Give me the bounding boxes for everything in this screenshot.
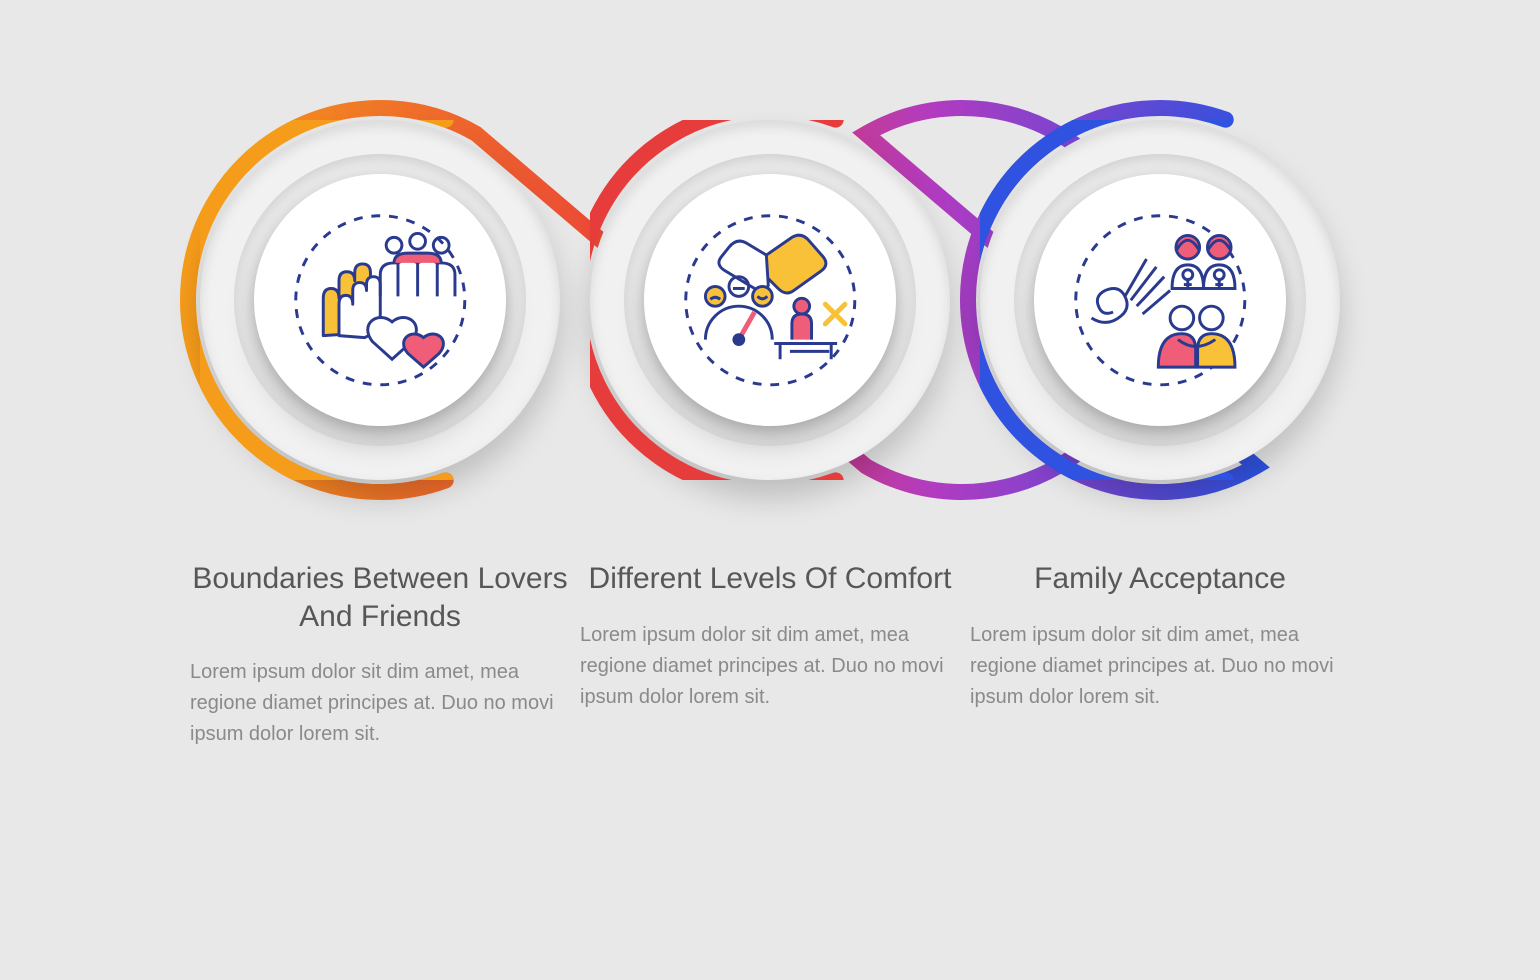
medallion-3 xyxy=(980,120,1340,480)
infographic-stage: Boundaries Between Lovers And Friends Lo… xyxy=(0,0,1540,980)
boundaries-icon xyxy=(282,202,479,399)
icon-disc-3 xyxy=(1034,174,1286,426)
medallion-2 xyxy=(590,120,950,480)
icon-disc-2 xyxy=(644,174,896,426)
caption-2: Different Levels Of Comfort Lorem ipsum … xyxy=(580,560,960,713)
body-2: Lorem ipsum dolor sit dim amet, mea regi… xyxy=(580,620,960,713)
icon-disc-1 xyxy=(254,174,506,426)
body-1: Lorem ipsum dolor sit dim amet, mea regi… xyxy=(190,657,570,750)
title-3: Family Acceptance xyxy=(970,560,1350,598)
medallion-1 xyxy=(200,120,560,480)
title-1: Boundaries Between Lovers And Friends xyxy=(190,560,570,635)
family-icon xyxy=(1062,202,1259,399)
caption-1: Boundaries Between Lovers And Friends Lo… xyxy=(190,560,570,750)
caption-3: Family Acceptance Lorem ipsum dolor sit … xyxy=(970,560,1350,713)
comfort-icon xyxy=(672,202,869,399)
body-3: Lorem ipsum dolor sit dim amet, mea regi… xyxy=(970,620,1350,713)
title-2: Different Levels Of Comfort xyxy=(580,560,960,598)
